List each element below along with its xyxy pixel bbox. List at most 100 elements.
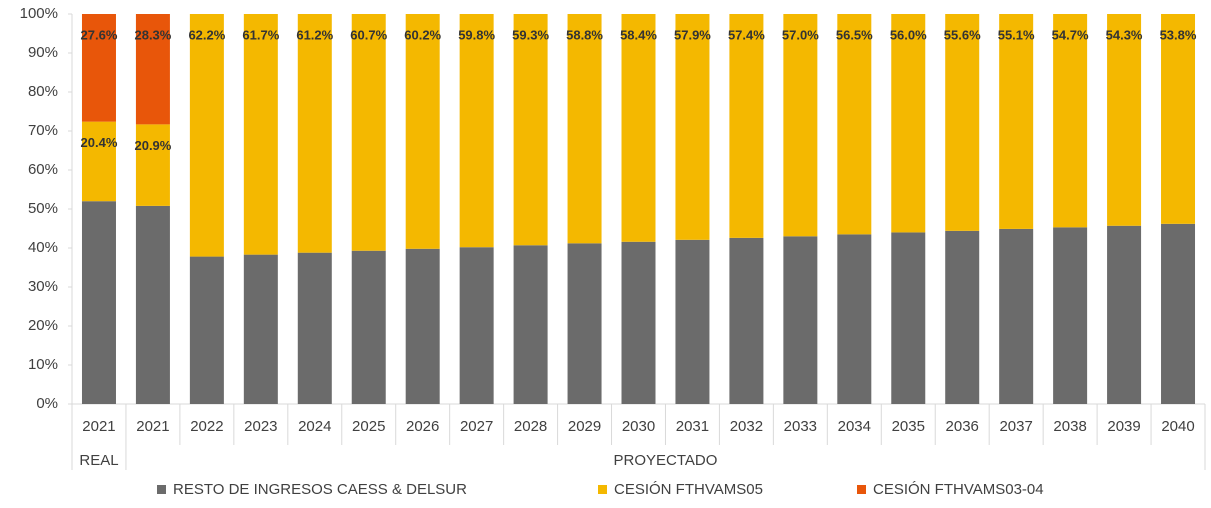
bar-segment (567, 14, 602, 244)
data-label: 55.6% (944, 27, 981, 42)
bar-segment (999, 14, 1034, 229)
x-tick-label: 2032 (730, 418, 763, 435)
bar-segment (81, 201, 116, 404)
y-tick-label: 0% (36, 395, 58, 412)
data-label: 54.3% (1106, 27, 1143, 42)
legend-marker (857, 485, 866, 494)
y-tick-label: 50% (28, 200, 58, 217)
data-label: 56.5% (836, 27, 873, 42)
y-tick-label: 30% (28, 278, 58, 295)
bar-segment (1161, 223, 1196, 404)
x-tick-label: 2031 (676, 418, 709, 435)
x-tick-label: 2034 (838, 418, 871, 435)
data-label: 61.2% (296, 27, 333, 42)
legend-marker (157, 485, 166, 494)
bar-segment (783, 14, 818, 237)
bar-segment (621, 241, 656, 404)
bar-segment (513, 14, 548, 246)
y-tick-label: 40% (28, 239, 58, 256)
data-label: 54.7% (1052, 27, 1089, 42)
bar-segment (945, 230, 980, 404)
bar-segment (297, 14, 332, 253)
data-label: 57.9% (674, 27, 711, 42)
bar-segment (135, 124, 170, 206)
x-tick-label: 2025 (352, 418, 385, 435)
data-label: 58.8% (566, 27, 603, 42)
bar-segment (891, 232, 926, 404)
data-label: 58.4% (620, 27, 657, 42)
data-label: 60.2% (404, 27, 441, 42)
bar-segment (351, 14, 386, 251)
data-label: 61.7% (242, 27, 279, 42)
x-tick-label: 2037 (999, 418, 1032, 435)
bar-segment (243, 14, 278, 255)
data-label: 55.1% (998, 27, 1035, 42)
x-tick-label: 2021 (136, 418, 169, 435)
x-tick-label: 2021 (82, 418, 115, 435)
data-label: 27.6% (81, 27, 118, 42)
x-tick-label: 2028 (514, 418, 547, 435)
group-label: PROYECTADO (614, 452, 718, 469)
x-tick-label: 2033 (784, 418, 817, 435)
bar-segment (675, 239, 710, 404)
bar-segment (405, 14, 440, 249)
group-label: REAL (79, 452, 118, 469)
bar-segment (1107, 225, 1142, 404)
legend-label: RESTO DE INGRESOS CAESS & DELSUR (173, 481, 467, 498)
bar-segment (567, 243, 602, 404)
y-tick-label: 70% (28, 122, 58, 139)
bar-segment (621, 14, 656, 242)
x-tick-label: 2030 (622, 418, 655, 435)
data-label: 57.0% (782, 27, 819, 42)
bar-segment (999, 228, 1034, 404)
data-label: 53.8% (1160, 27, 1197, 42)
data-label: 56.0% (890, 27, 927, 42)
bar-segment (1107, 14, 1142, 226)
x-tick-label: 2039 (1107, 418, 1140, 435)
x-tick-label: 2029 (568, 418, 601, 435)
x-tick-label: 2035 (892, 418, 925, 435)
legend-label: CESIÓN FTHVAMS03-04 (873, 481, 1044, 498)
bar-segment (297, 252, 332, 404)
bar-segment (1053, 14, 1088, 228)
data-label: 20.4% (81, 135, 118, 150)
x-tick-label: 2038 (1053, 418, 1086, 435)
legend-label: CESIÓN FTHVAMS05 (614, 481, 763, 498)
bar-segment (729, 237, 764, 404)
bar-segment (891, 14, 926, 233)
x-tick-label: 2040 (1161, 418, 1194, 435)
bar-segment (837, 234, 872, 404)
x-tick-label: 2026 (406, 418, 439, 435)
bar-segment (513, 245, 548, 404)
y-tick-label: 90% (28, 44, 58, 61)
x-tick-label: 2022 (190, 418, 223, 435)
y-tick-label: 60% (28, 161, 58, 178)
x-tick-label: 2036 (946, 418, 979, 435)
data-label: 62.2% (188, 27, 225, 42)
y-tick-label: 10% (28, 356, 58, 373)
legend-marker (598, 485, 607, 494)
y-tick-label: 20% (28, 317, 58, 334)
data-label: 60.7% (350, 27, 387, 42)
data-label: 59.3% (512, 27, 549, 42)
bar-segment (459, 14, 494, 248)
bar-segment (351, 250, 386, 404)
data-label: 59.8% (458, 27, 495, 42)
bar-segment (81, 14, 116, 122)
data-label: 20.9% (134, 138, 171, 153)
bar-segment (405, 248, 440, 404)
bar-segment (81, 121, 116, 202)
bar-segment (1053, 227, 1088, 404)
bar-segment (729, 14, 764, 238)
y-tick-label: 80% (28, 83, 58, 100)
bar-segment (135, 14, 170, 125)
bar-segment (189, 14, 224, 257)
x-tick-label: 2023 (244, 418, 277, 435)
x-tick-label: 2027 (460, 418, 493, 435)
y-tick-label: 100% (20, 5, 58, 22)
bar-segment (783, 236, 818, 404)
bar-segment (135, 205, 170, 404)
bar-segment (837, 14, 872, 235)
bar-segment (459, 247, 494, 404)
